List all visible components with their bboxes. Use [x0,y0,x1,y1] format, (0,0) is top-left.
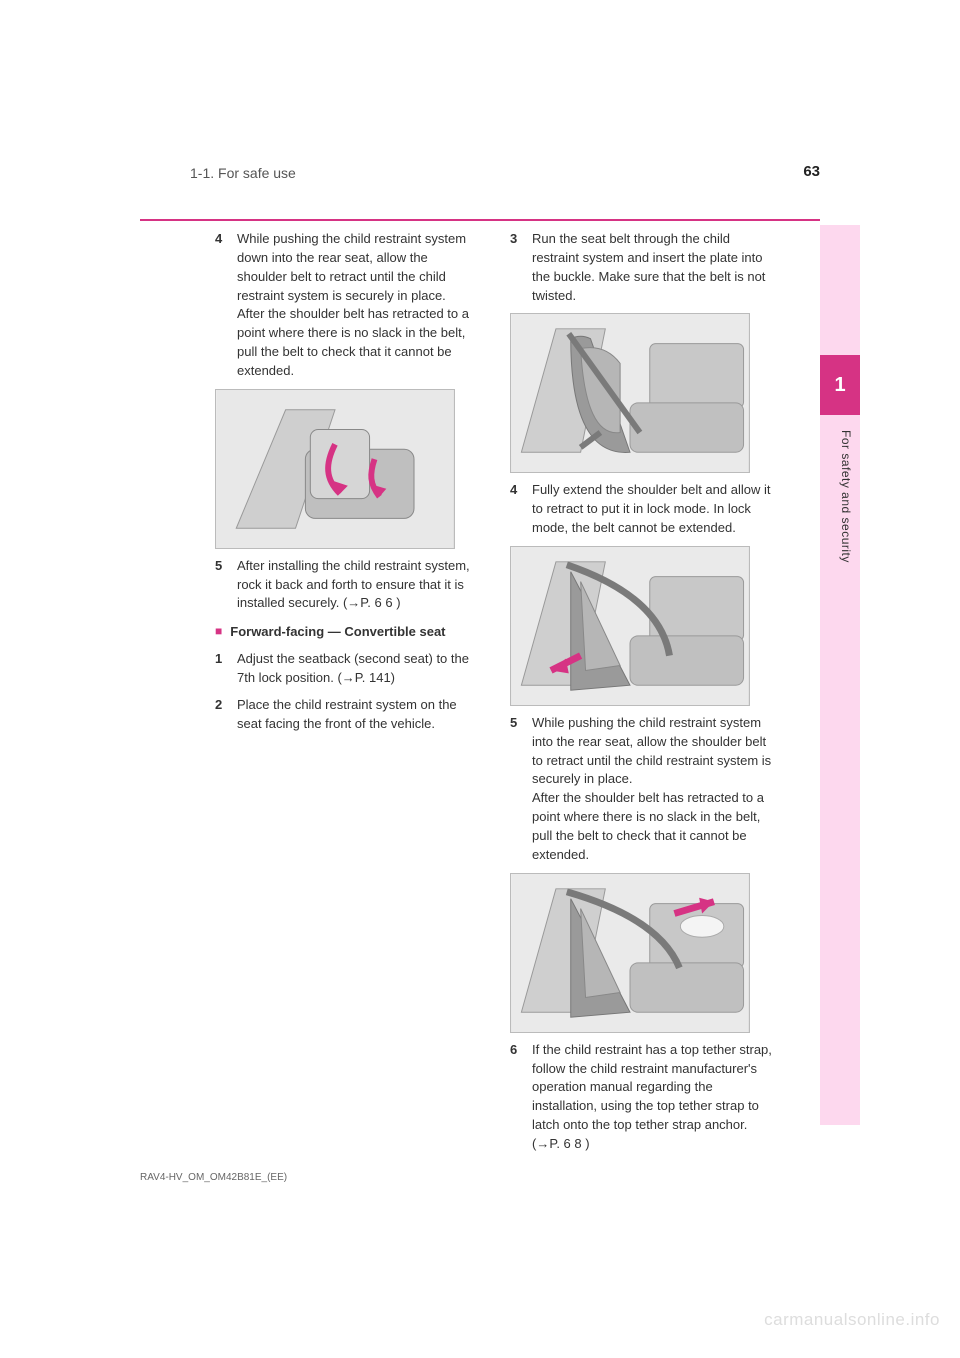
step-number: 5 [215,557,229,614]
step-text: Adjust the seatback (second seat) to the… [237,650,480,688]
step-text: Place the child restraint system on the … [237,696,480,734]
subsection-heading: ■ Forward-facing — Convertible seat [215,623,480,642]
side-vertical-label: For safety and security [839,430,853,563]
step-block: 2 Place the child restraint system on th… [215,696,480,734]
step-text: If the child restraint has a top tether … [532,1041,775,1154]
step-text: After installing the child restraint sys… [237,557,480,614]
left-column: 4 While pushing the child restraint syst… [215,230,480,1162]
right-column: 3 Run the seat belt through the child re… [510,230,775,1162]
step-number: 5 [510,714,524,865]
step-note: After the shoulder belt has retracted to… [532,790,764,862]
subsection-mark-icon: ■ [215,623,222,642]
step-note: After the shoulder belt has retracted to… [237,306,469,378]
figure-rear-facing-push [215,389,455,549]
step-body: While pushing the child restraint system… [532,715,771,787]
page-header: 1-1. For safe use 63 [140,185,820,221]
step-number: 4 [510,481,524,538]
step-number: 1 [215,650,229,688]
step-block: 5 After installing the child restraint s… [215,557,480,614]
footer-doc-code: RAV4-HV_OM_OM42B81E_(EE) [140,1172,287,1183]
page-number: 63 [803,163,820,180]
figure-retract-check [510,873,750,1033]
header-section-title: 1-1. For safe use [190,165,296,181]
subsection-title: Forward-facing — Convertible seat [230,623,445,642]
content-area: 4 While pushing the child restraint syst… [215,230,775,1162]
step-block: 3 Run the seat belt through the child re… [510,230,775,305]
step-number: 2 [215,696,229,734]
figure-extend-belt [510,546,750,706]
step-block: 6 If the child restraint has a top tethe… [510,1041,775,1154]
step-number: 3 [510,230,524,305]
step-block: 5 While pushing the child restraint syst… [510,714,775,865]
step-text: While pushing the child restraint system… [532,714,775,865]
step-body: While pushing the child restraint system… [237,231,466,303]
step-text: Fully extend the shoulder belt and allow… [532,481,775,538]
figure-forward-belt-routed [510,313,750,473]
step-block: 4 Fully extend the shoulder belt and all… [510,481,775,538]
step-block: 1 Adjust the seatback (second seat) to t… [215,650,480,688]
step-text: Run the seat belt through the child rest… [532,230,775,305]
step-number: 4 [215,230,229,381]
watermark-text: carmanualsonline.info [764,1310,940,1330]
step-block: 4 While pushing the child restraint syst… [215,230,480,381]
side-tab-chapter-box: 1 [820,355,860,415]
step-text: While pushing the child restraint system… [237,230,480,381]
step-number: 6 [510,1041,524,1154]
side-tab-chapter-number: 1 [834,374,845,397]
